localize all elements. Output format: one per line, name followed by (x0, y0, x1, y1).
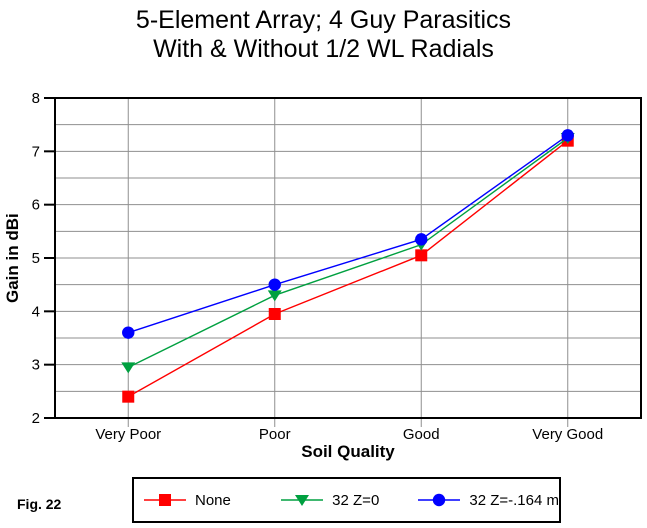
legend-marker-triangle-down-icon (281, 495, 324, 506)
data-point-marker (122, 326, 135, 339)
y-tick-label: 3 (32, 357, 40, 374)
data-point-marker (121, 362, 136, 374)
data-point-marker (268, 308, 281, 320)
legend: None 32 Z=0 32 Z=-.164 m (132, 477, 561, 523)
legend-label: None (195, 491, 231, 509)
y-tick-label: 4 (32, 303, 40, 320)
y-tick-label: 8 (32, 90, 40, 107)
legend-item-0: None (144, 492, 281, 509)
legend-marker (433, 493, 446, 507)
y-tick-label: 7 (32, 143, 40, 160)
y-tick-label: 2 (32, 410, 40, 427)
figure-number: Fig. 22 (17, 496, 62, 512)
y-axis-title: Gain in dBi (3, 213, 22, 303)
legend-label: 32 Z=-.164 m (469, 491, 559, 509)
chart-title-line1: 5-Element Array; 4 Guy Parasitics (135, 6, 512, 34)
x-category-label: Very Good (532, 426, 603, 443)
x-category-label: Very Poor (95, 426, 161, 443)
series-line-1 (127, 137, 569, 368)
y-tick-label: 6 (32, 197, 40, 214)
data-point-marker (415, 233, 428, 246)
x-category-label: Good (403, 426, 440, 443)
x-category-label: Poor (259, 426, 291, 443)
data-point-marker (122, 390, 135, 403)
data-point-marker (415, 249, 428, 262)
legend-marker (295, 495, 310, 506)
legend-label: 32 Z=0 (332, 491, 380, 509)
legend-marker-square-icon (144, 494, 186, 506)
data-point-marker (561, 129, 574, 142)
legend-marker (159, 494, 171, 506)
legend-item-2: 32 Z=-.164 m (418, 492, 559, 509)
chart-title: 5-Element Array; 4 Guy Parasitics With &… (0, 6, 647, 64)
series-line-0 (127, 140, 569, 398)
chart-title-line2: With & Without 1/2 WL Radials (153, 35, 494, 63)
legend-marker-circle-icon (418, 493, 461, 507)
data-point-marker (268, 278, 281, 291)
x-axis-title: Soil Quality (301, 442, 395, 461)
series-line-2 (128, 134, 569, 334)
data-point-marker (267, 290, 282, 302)
legend-item-1: 32 Z=0 (281, 492, 418, 509)
y-tick-label: 5 (32, 250, 40, 267)
